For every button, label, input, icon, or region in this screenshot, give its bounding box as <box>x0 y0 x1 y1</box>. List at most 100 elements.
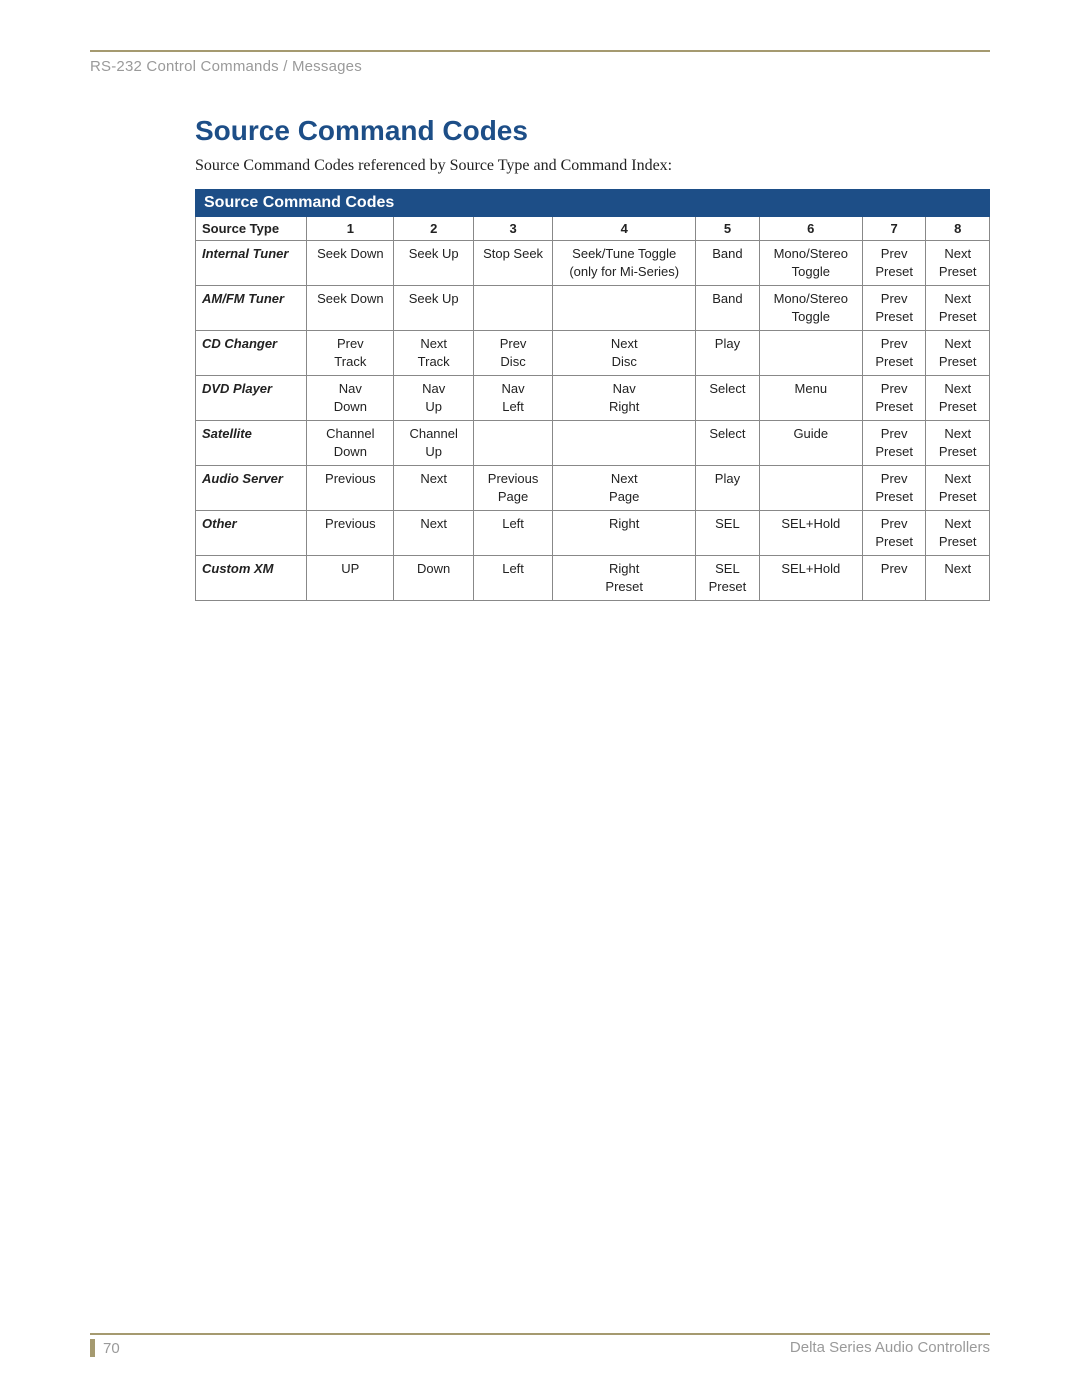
table-cell: Seek Up <box>394 286 473 331</box>
table-cell: NextPreset <box>926 421 990 466</box>
source-command-codes-table: Source Command Codes Source Type 1 2 3 4… <box>195 189 990 601</box>
top-rule <box>90 50 990 52</box>
table-cell: NextPreset <box>926 331 990 376</box>
table-row: DVD PlayerNavDownNavUpNavLeftNavRightSel… <box>196 376 990 421</box>
table-cell: NextPreset <box>926 241 990 286</box>
table-cell: PrevPreset <box>862 466 926 511</box>
table-cell: Left <box>473 556 552 601</box>
section-title: Source Command Codes <box>195 115 990 147</box>
table-cell <box>473 286 552 331</box>
table-cell: Seek Up <box>394 241 473 286</box>
source-type-cell: CD Changer <box>196 331 307 376</box>
section-subtitle: Source Command Codes referenced by Sourc… <box>195 157 990 175</box>
table-cell: Band <box>696 241 760 286</box>
table-cell <box>553 421 696 466</box>
table-cell: UP <box>307 556 394 601</box>
source-type-cell: AM/FM Tuner <box>196 286 307 331</box>
source-type-cell: Other <box>196 511 307 556</box>
table-row: Internal TunerSeek DownSeek UpStop SeekS… <box>196 241 990 286</box>
table-cell: SEL <box>696 511 760 556</box>
table-cell: NavLeft <box>473 376 552 421</box>
table-row: Custom XMUPDownLeftRightPresetSELPresetS… <box>196 556 990 601</box>
page-number-tick <box>90 1339 95 1357</box>
table-cell: NextDisc <box>553 331 696 376</box>
table-cell: Select <box>696 421 760 466</box>
table-cell: PrevPreset <box>862 241 926 286</box>
table-cell: Play <box>696 331 760 376</box>
table-cell: Previous <box>307 466 394 511</box>
table-header-row: Source Type 1 2 3 4 5 6 7 8 <box>196 217 990 241</box>
source-type-cell: Audio Server <box>196 466 307 511</box>
table-cell: NextTrack <box>394 331 473 376</box>
col-header-4: 4 <box>553 217 696 241</box>
table-cell: Next <box>926 556 990 601</box>
source-type-cell: DVD Player <box>196 376 307 421</box>
col-header-7: 7 <box>862 217 926 241</box>
page-number-block: 70 <box>90 1339 120 1357</box>
table-cell: NextPreset <box>926 511 990 556</box>
table-cell: Seek Down <box>307 286 394 331</box>
table-cell: PrevPreset <box>862 421 926 466</box>
table-cell: SEL+Hold <box>759 556 862 601</box>
source-type-cell: Satellite <box>196 421 307 466</box>
table-cell: Mono/StereoToggle <box>759 241 862 286</box>
table-cell: NextPage <box>553 466 696 511</box>
source-type-cell: Custom XM <box>196 556 307 601</box>
table-cell: Right <box>553 511 696 556</box>
table-cell: ChannelDown <box>307 421 394 466</box>
table-cell: PrevTrack <box>307 331 394 376</box>
table-cell <box>759 466 862 511</box>
table-banner: Source Command Codes <box>196 190 990 217</box>
table-row: Audio ServerPreviousNextPreviousPageNext… <box>196 466 990 511</box>
col-header-3: 3 <box>473 217 552 241</box>
col-header-2: 2 <box>394 217 473 241</box>
table-cell: NavUp <box>394 376 473 421</box>
col-header-source-type: Source Type <box>196 217 307 241</box>
footer-rule <box>90 1333 990 1335</box>
table-cell: PreviousPage <box>473 466 552 511</box>
table-cell: Prev <box>862 556 926 601</box>
table-cell: NavDown <box>307 376 394 421</box>
col-header-5: 5 <box>696 217 760 241</box>
table-row: AM/FM TunerSeek DownSeek Up BandMono/Ster… <box>196 286 990 331</box>
breadcrumb: RS-232 Control Commands / Messages <box>90 58 990 75</box>
table-cell <box>553 286 696 331</box>
table-row: SatelliteChannelDownChannelUp SelectGuide… <box>196 421 990 466</box>
col-header-8: 8 <box>926 217 990 241</box>
table-cell: Next <box>394 511 473 556</box>
table-cell: SELPreset <box>696 556 760 601</box>
page-number: 70 <box>103 1340 120 1357</box>
table-cell: PrevPreset <box>862 286 926 331</box>
table-row: OtherPreviousNextLeftRightSELSEL+HoldPre… <box>196 511 990 556</box>
table-row: CD ChangerPrevTrackNextTrackPrevDiscNext… <box>196 331 990 376</box>
table-cell: Select <box>696 376 760 421</box>
table-cell: Play <box>696 466 760 511</box>
table-cell: PrevPreset <box>862 511 926 556</box>
table-cell: Seek/Tune Toggle(only for Mi-Series) <box>553 241 696 286</box>
table-cell: SEL+Hold <box>759 511 862 556</box>
table-cell: Band <box>696 286 760 331</box>
footer-right-text: Delta Series Audio Controllers <box>790 1339 990 1356</box>
table-cell: Down <box>394 556 473 601</box>
table-cell <box>473 421 552 466</box>
source-type-cell: Internal Tuner <box>196 241 307 286</box>
table-cell <box>759 331 862 376</box>
table-cell: NextPreset <box>926 376 990 421</box>
table-cell: Next <box>394 466 473 511</box>
table-cell: NextPreset <box>926 466 990 511</box>
col-header-6: 6 <box>759 217 862 241</box>
table-cell: Menu <box>759 376 862 421</box>
table-cell: Seek Down <box>307 241 394 286</box>
table-cell: Previous <box>307 511 394 556</box>
table-cell: PrevPreset <box>862 331 926 376</box>
table-cell: PrevDisc <box>473 331 552 376</box>
table-cell: Left <box>473 511 552 556</box>
table-cell: ChannelUp <box>394 421 473 466</box>
table-cell: NextPreset <box>926 286 990 331</box>
table-cell: PrevPreset <box>862 376 926 421</box>
col-header-1: 1 <box>307 217 394 241</box>
table-cell: Guide <box>759 421 862 466</box>
table-cell: Stop Seek <box>473 241 552 286</box>
table-cell: NavRight <box>553 376 696 421</box>
table-cell: Mono/StereoToggle <box>759 286 862 331</box>
